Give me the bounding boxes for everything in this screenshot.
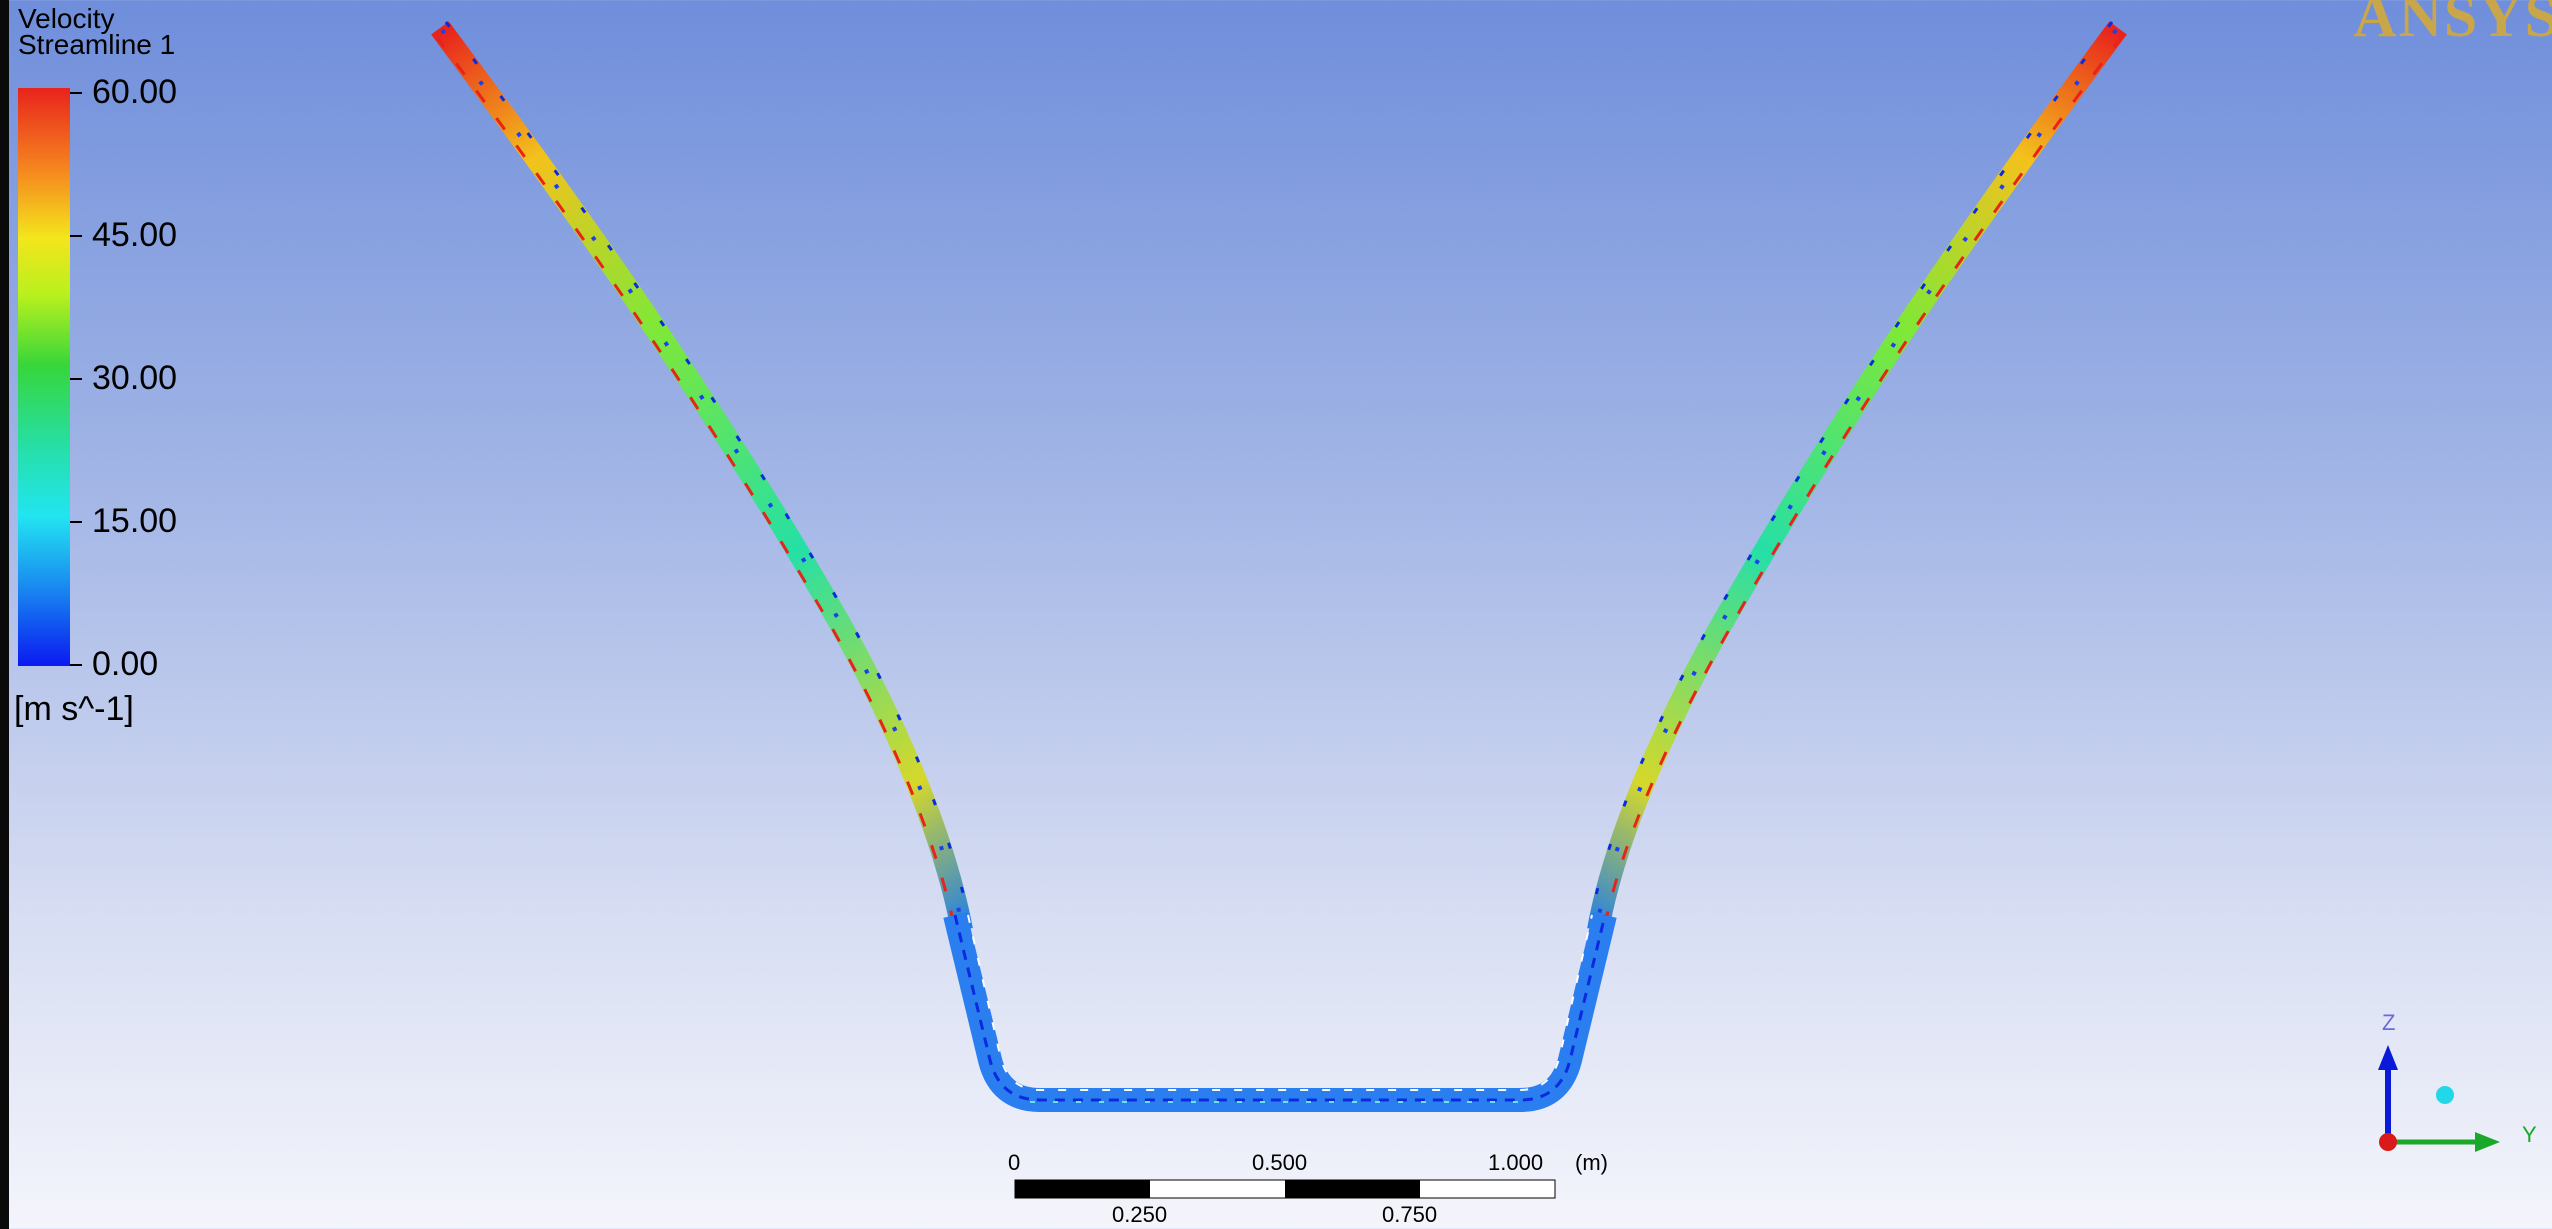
- streamline-right-arm: [1587, 21, 2127, 932]
- scale-label-0-500: 0.500: [1252, 1150, 1308, 1175]
- streamline-left-arm: [431, 21, 973, 933]
- legend-tick: [70, 235, 82, 237]
- scale-unit-label: (m): [1575, 1150, 1608, 1175]
- axis-triad: [2378, 1045, 2500, 1152]
- ansys-logo: ANSYS: [2353, 0, 2552, 49]
- left-edge-strip: [0, 0, 9, 1229]
- legend-units: [m s^-1]: [14, 690, 134, 728]
- scale-label-0: 0: [1008, 1150, 1021, 1175]
- streamline-bottom: [943, 912, 1617, 1112]
- triad-z-label: Z: [2382, 1010, 2396, 1035]
- scale-bar: [1014, 1179, 1556, 1199]
- legend-color-bar: [18, 88, 70, 666]
- legend-title: Velocity Streamline 1: [18, 3, 176, 60]
- legend-tick: [70, 521, 82, 523]
- legend-tick: [70, 664, 82, 666]
- legend-tick: [70, 378, 82, 380]
- legend-tick: [70, 92, 82, 94]
- legend-tick-label: 60.00: [92, 73, 178, 111]
- scale-label-0-250: 0.250: [1112, 1202, 1168, 1227]
- legend-title-line2: Streamline 1: [18, 29, 176, 60]
- triad-y-label: Y: [2522, 1122, 2537, 1147]
- legend-tick-label: 0.00: [92, 645, 159, 683]
- legend-title-line1: Velocity: [18, 3, 115, 34]
- scale-label-0-750: 0.750: [1382, 1202, 1438, 1227]
- legend-tick-label: 15.00: [92, 502, 178, 540]
- scale-label-1-000: 1.000: [1488, 1150, 1544, 1175]
- legend-tick-label: 30.00: [92, 359, 178, 397]
- legend-tick-label: 45.00: [92, 216, 178, 254]
